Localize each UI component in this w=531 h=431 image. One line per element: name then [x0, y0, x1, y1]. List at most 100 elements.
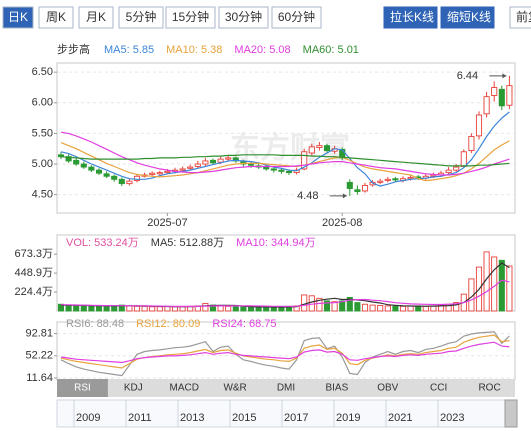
toolbar-button-label[interactable]: 缩短K线	[447, 9, 491, 24]
volume-bar	[498, 259, 505, 312]
period-tab-label[interactable]: 30分钟	[225, 9, 262, 24]
volume-bar	[133, 305, 141, 312]
volume-bar	[225, 305, 232, 312]
candle-body	[232, 157, 239, 162]
period-tab-label[interactable]: 月K	[86, 10, 106, 24]
timeline-year: 2023	[440, 412, 464, 424]
indicator-tab[interactable]: CCI	[430, 383, 447, 394]
timeline-year: 2009	[76, 412, 100, 424]
volume-bar	[103, 305, 110, 312]
volume-bar	[126, 305, 133, 312]
volume-bar	[301, 294, 308, 312]
candle-body	[95, 169, 103, 174]
volume-bar	[369, 304, 376, 312]
period-tab[interactable]	[78, 6, 114, 29]
legend-entry: RSI6: 88.48	[66, 318, 124, 330]
candle-body	[323, 145, 331, 152]
volume-bar	[339, 300, 346, 312]
annotation: 6.44	[457, 70, 478, 82]
indicator-tab[interactable]: KDJ	[124, 383, 143, 394]
indicator-tab[interactable]: W&R	[223, 383, 246, 394]
indicator-line	[60, 279, 510, 307]
y-tick-label: 6.50	[32, 66, 53, 78]
period-tab[interactable]	[165, 6, 216, 29]
timeline-frame	[56, 399, 516, 428]
legend-entry: MA60: 5.01	[303, 44, 359, 56]
indicator-tab[interactable]: RSI	[74, 383, 91, 394]
indicator-line	[60, 140, 510, 182]
period-tab[interactable]	[271, 6, 322, 29]
indicator-line	[60, 331, 510, 377]
candle-body	[65, 156, 72, 162]
y-tick-label: 6.00	[32, 97, 53, 109]
volume-bar	[361, 303, 369, 312]
watermark: 东方财富	[230, 131, 350, 165]
legend-entry: MA5: 512.88万	[151, 237, 224, 249]
panel-frame	[56, 62, 516, 214]
toolbar-button[interactable]	[440, 6, 495, 29]
indicator-tab[interactable]: OBV	[377, 383, 398, 394]
y-tick-label: 4.50	[32, 189, 53, 201]
indicator-tab[interactable]: DMI	[277, 383, 295, 394]
candle-body	[202, 160, 209, 165]
candle-body	[468, 136, 475, 152]
volume-bar	[80, 305, 87, 312]
volume-bar	[491, 256, 498, 312]
candle-body	[111, 175, 118, 180]
candle-body	[194, 163, 201, 167]
volume-bar	[346, 297, 353, 312]
indicator-line	[61, 262, 510, 308]
candle-body	[217, 158, 224, 163]
candle-body	[430, 174, 437, 177]
period-tab[interactable]	[118, 6, 164, 29]
candle-body	[361, 184, 369, 192]
candle-body	[103, 173, 110, 177]
period-tab[interactable]	[38, 6, 74, 29]
indicator-tab[interactable]: ROC	[478, 383, 500, 394]
period-tab-label[interactable]: 60分钟	[278, 9, 315, 24]
period-tab-label[interactable]: 5分钟	[126, 9, 157, 24]
indicator-line	[60, 154, 510, 167]
y-tick-label: 52.22	[25, 350, 53, 362]
period-tab[interactable]	[2, 6, 34, 29]
toolbar-button[interactable]	[509, 6, 531, 29]
toolbar-button-label[interactable]: 前复权	[516, 9, 531, 24]
volume-bar	[316, 297, 323, 312]
toolbar-button[interactable]	[383, 6, 438, 29]
timeline-handle[interactable]	[504, 399, 518, 428]
candle-body	[483, 96, 490, 115]
indicator-tab[interactable]: MACD	[169, 383, 198, 394]
volume-bar	[354, 302, 361, 312]
timeline-year: 2013	[180, 412, 204, 424]
toolbar-button-label[interactable]: 拉长K线	[390, 9, 434, 24]
candle-body	[164, 170, 171, 174]
legend-entry: MA5: 5.85	[104, 44, 154, 56]
y-tick-label: 673.3万	[14, 248, 53, 260]
candle-body	[187, 166, 194, 169]
volume-bar	[407, 305, 414, 312]
indicator-line	[60, 111, 510, 187]
volume-bar	[384, 305, 391, 312]
period-tab-label[interactable]: 周K	[46, 10, 66, 24]
period-tab-label[interactable]: 日K	[8, 10, 28, 24]
period-tab[interactable]	[218, 6, 269, 29]
volume-bar	[73, 305, 80, 312]
legend-entry: MA10: 5.38	[166, 44, 222, 56]
volume-bar	[95, 305, 103, 312]
legend-entry: MA20: 5.08	[234, 44, 290, 56]
indicator-tab-selected[interactable]	[57, 379, 108, 397]
indicator-tab[interactable]: BIAS	[325, 383, 348, 394]
indicator-line	[60, 334, 510, 369]
indicator-line	[60, 341, 510, 364]
annotation: 4.48	[297, 190, 318, 202]
annotation-arrowhead	[342, 193, 347, 199]
candle-body	[460, 151, 467, 167]
volume-bar	[118, 304, 125, 312]
volume-bar	[392, 305, 399, 312]
volume-bar	[171, 306, 179, 312]
period-tab-label[interactable]: 15分钟	[172, 9, 209, 24]
volume-bar	[483, 251, 490, 312]
legend-entry: RSI12: 80.09	[136, 318, 200, 330]
timeline-year: 2017	[284, 412, 308, 424]
